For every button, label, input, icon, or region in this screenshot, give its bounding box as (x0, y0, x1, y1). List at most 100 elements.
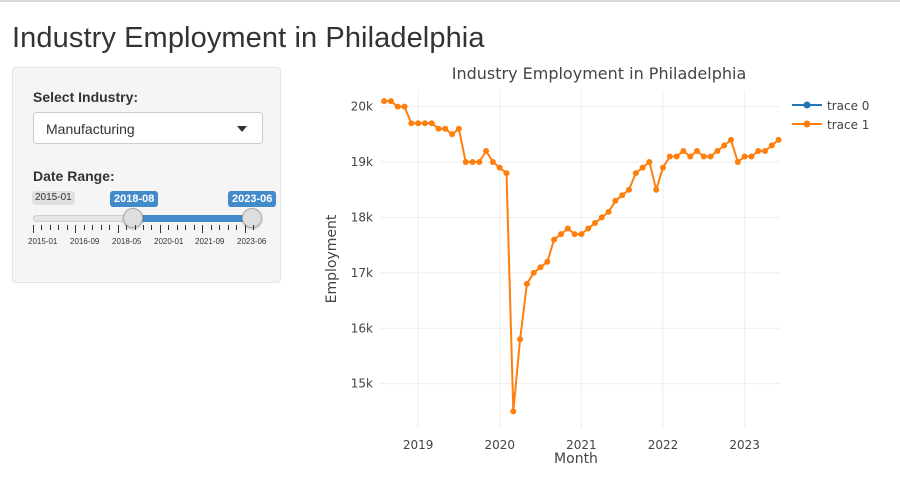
data-point[interactable] (503, 170, 510, 177)
data-point[interactable] (476, 159, 483, 165)
chevron-down-icon[interactable] (237, 126, 247, 132)
slider-tick-label: 2021-09 (195, 237, 225, 246)
slider-tick (168, 225, 169, 230)
data-point[interactable] (564, 225, 571, 232)
slider-min-label: 2015-01 (32, 191, 75, 205)
data-point[interactable] (632, 170, 639, 177)
data-point[interactable] (646, 159, 653, 165)
data-point[interactable] (775, 136, 782, 143)
slider-tick (151, 225, 152, 230)
data-point[interactable] (626, 186, 632, 193)
data-point[interactable] (394, 103, 401, 110)
slider-tick (58, 225, 59, 230)
data-point[interactable] (605, 208, 612, 215)
data-point[interactable] (387, 98, 394, 105)
legend-item-trace-1[interactable]: trace 1 (792, 118, 869, 132)
data-point[interactable] (401, 103, 408, 110)
x-axis-ticks: 2019 2020 2021 2022 2023 (403, 438, 760, 452)
employment-chart[interactable]: Industry Employment in Philadelphia 15k 1… (310, 60, 900, 480)
industry-select-label: Select Industry: (33, 89, 139, 105)
data-point[interactable] (428, 120, 435, 127)
data-point[interactable] (469, 159, 476, 165)
data-point[interactable] (707, 153, 714, 160)
data-point[interactable] (408, 120, 415, 127)
data-point[interactable] (592, 220, 598, 226)
slider-ticks (33, 225, 254, 237)
data-point[interactable] (639, 164, 646, 171)
data-point[interactable] (381, 98, 388, 105)
data-point[interactable] (435, 125, 442, 132)
data-point[interactable] (510, 408, 517, 415)
slider-from-label: 2018-08 (110, 191, 159, 207)
date-range-label: Date Range: (33, 168, 115, 184)
data-point[interactable] (578, 231, 585, 238)
legend[interactable]: trace 0 trace 1 (792, 99, 869, 132)
slider-tick (101, 225, 102, 230)
data-point[interactable] (544, 258, 551, 265)
data-point[interactable] (653, 186, 660, 193)
slider-tick (75, 225, 76, 233)
data-point[interactable] (483, 148, 490, 154)
slider-tick (194, 225, 195, 230)
slider-tick (253, 225, 254, 230)
data-point[interactable] (755, 148, 762, 154)
x-tick-label: 2019 (403, 438, 434, 452)
data-point[interactable] (551, 236, 558, 243)
data-point[interactable] (619, 192, 626, 199)
legend-item-trace-0[interactable]: trace 0 (792, 99, 869, 113)
legend-marker (803, 120, 811, 128)
data-point[interactable] (700, 153, 707, 160)
y-axis-ticks: 15k 16k 17k 18k 19k 20k (351, 100, 373, 391)
data-point[interactable] (660, 164, 666, 171)
legend-label: trace 0 (827, 99, 869, 113)
data-point[interactable] (496, 164, 503, 171)
data-point[interactable] (673, 153, 680, 160)
data-point[interactable] (714, 148, 721, 154)
data-point[interactable] (421, 120, 428, 127)
y-tick-label: 16k (351, 321, 373, 335)
data-point[interactable] (734, 159, 741, 165)
slider-tick (109, 225, 110, 230)
data-point[interactable] (571, 231, 578, 238)
data-point[interactable] (455, 125, 462, 132)
data-point[interactable] (721, 142, 728, 149)
data-point[interactable] (537, 264, 544, 271)
data-point[interactable] (694, 148, 700, 154)
data-point[interactable] (598, 214, 605, 221)
date-range-slider-bar[interactable] (132, 215, 252, 222)
data-point[interactable] (442, 125, 449, 132)
data-point[interactable] (462, 159, 469, 165)
data-point[interactable] (762, 148, 768, 154)
data-point[interactable] (680, 148, 687, 154)
slider-tick (202, 225, 203, 233)
x-tick-label: 2021 (566, 438, 597, 452)
y-tick-label: 18k (351, 210, 373, 224)
data-point[interactable] (768, 142, 775, 149)
slider-tick-label: 2018-05 (112, 237, 142, 246)
data-point[interactable] (728, 136, 734, 143)
data-point[interactable] (530, 269, 537, 276)
data-point[interactable] (489, 159, 496, 165)
data-point[interactable] (612, 197, 619, 204)
slider-tick (33, 225, 34, 233)
data-point[interactable] (585, 225, 592, 232)
data-point[interactable] (666, 153, 673, 160)
slider-tick-label: 2020-01 (154, 237, 184, 246)
data-point[interactable] (687, 153, 694, 160)
slider-to-handle[interactable] (242, 208, 262, 228)
data-point[interactable] (415, 120, 422, 127)
slider-from-handle[interactable] (123, 208, 143, 228)
slider-to-label: 2023-06 (228, 191, 277, 207)
data-point[interactable] (558, 231, 564, 238)
legend-label: trace 1 (827, 118, 869, 132)
chart-series (381, 98, 782, 415)
data-point[interactable] (523, 280, 530, 287)
y-tick-label: 19k (351, 155, 373, 169)
data-point[interactable] (449, 131, 456, 138)
slider-tick (135, 225, 136, 230)
industry-select[interactable]: Manufacturing (33, 112, 263, 144)
data-point[interactable] (517, 336, 524, 343)
data-point[interactable] (748, 153, 755, 160)
data-point[interactable] (741, 153, 748, 160)
chart-grid (380, 90, 780, 428)
